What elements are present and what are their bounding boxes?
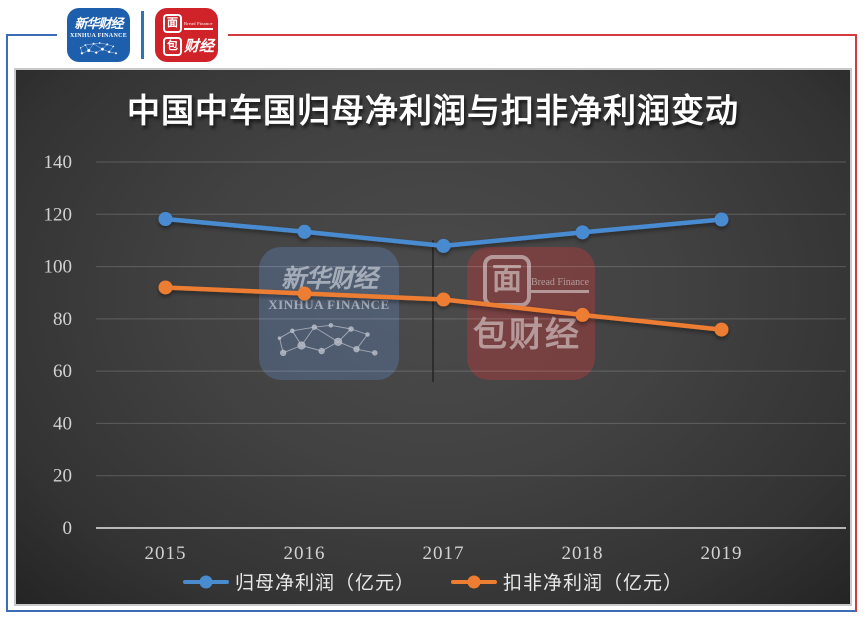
bread-logo-en-text: Bread Finance	[184, 21, 213, 30]
svg-text:140: 140	[44, 152, 73, 173]
legend-item-koufei: 扣非净利润（亿元）	[451, 568, 683, 595]
gridlines	[96, 161, 846, 529]
bread-logo-bao-glyph: 包	[163, 37, 182, 56]
svg-text:2017: 2017	[423, 543, 465, 564]
series-1	[158, 280, 729, 337]
legend-item-guimu: 归母净利润（亿元）	[182, 568, 415, 595]
frame-line-red-top	[228, 34, 857, 36]
svg-text:80: 80	[53, 309, 72, 330]
bread-finance-logo: 面 包 Bread Finance 财经	[155, 8, 218, 62]
frame-line-blue-left	[6, 34, 8, 612]
watermark-xinhua: 新华财经 XINHUA FINANCE	[259, 247, 399, 380]
watermark-bread-cn: 包财经	[473, 317, 581, 354]
legend-label-guimu: 归母净利润（亿元）	[234, 573, 415, 594]
legend-marker-line-dot-orange	[451, 575, 497, 588]
chart-title: 中国中车国归母净利润与扣非净利润变动	[127, 94, 739, 130]
network-dots-icon	[79, 42, 117, 55]
xinhua-logo-cn-text: 新华财经	[74, 16, 123, 31]
svg-text:40: 40	[53, 413, 72, 434]
svg-text:2018: 2018	[562, 543, 604, 564]
x-tick-labels: 2015 2016 2017 2018 2019	[145, 543, 743, 564]
legend-marker-line-dot-blue	[182, 575, 229, 588]
watermark-xinhua-cn: 新华财经	[280, 266, 378, 293]
svg-text:60: 60	[53, 361, 72, 382]
plot-svg: 0 20 40 60 80 100 120 140 2015 2016 2017 2018 2019	[44, 152, 846, 564]
bread-logo-mian-glyph: 面	[163, 14, 182, 33]
legend-label-koufei: 扣非净利润（亿元）	[503, 573, 684, 594]
svg-text:120: 120	[44, 204, 73, 225]
legend: 归母净利润（亿元） 扣非净利润（亿元）	[16, 568, 850, 595]
watermark-bread-en: Bread Finance	[531, 277, 590, 293]
watermark-xinhua-en: XINHUA FINANCE	[268, 297, 390, 312]
svg-text:2016: 2016	[284, 543, 326, 564]
logo-divider-line	[141, 11, 144, 59]
series-0	[158, 211, 729, 253]
frame-line-blue-top	[7, 34, 57, 36]
chart-area: 中国中车国归母净利润与扣非净利润变动 新华财经 XINHUA FINANCE 面…	[14, 68, 852, 606]
svg-text:100: 100	[44, 257, 73, 278]
svg-text:2019: 2019	[701, 543, 743, 564]
svg-text:20: 20	[53, 466, 72, 487]
y-tick-labels: 0 20 40 60 80 100 120 140	[44, 152, 73, 539]
frame-line-blue-bottom	[6, 610, 857, 612]
xinhua-logo-en-text: XINHUA FINANCE	[69, 33, 128, 39]
frame-line-red-right	[855, 34, 857, 612]
svg-text:0: 0	[63, 518, 73, 539]
svg-text:2015: 2015	[145, 543, 187, 564]
bread-logo-cn-text: 财经	[184, 39, 215, 55]
xinhua-finance-logo: 新华财经 XINHUA FINANCE	[67, 8, 130, 62]
